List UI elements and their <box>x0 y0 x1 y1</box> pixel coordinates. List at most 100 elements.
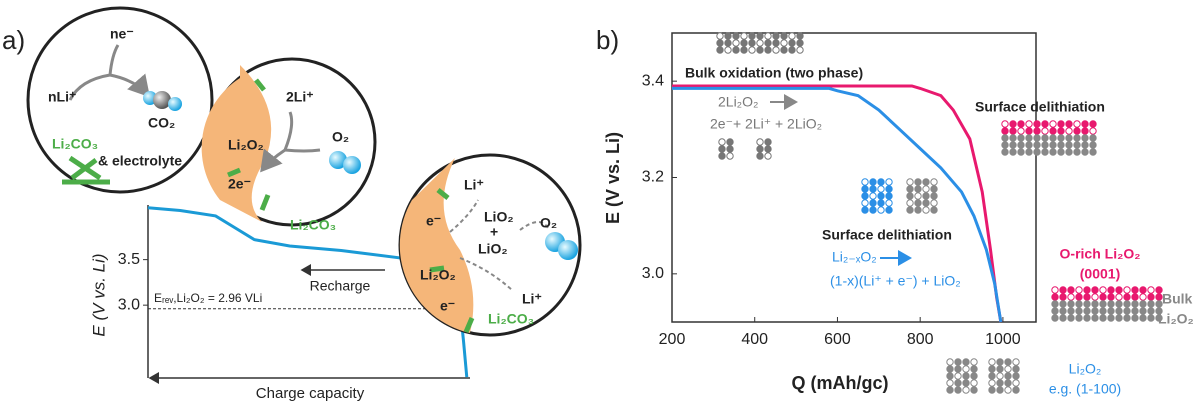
lattice-atom <box>789 40 795 46</box>
lattice-atom <box>1058 135 1064 141</box>
lattice-atom <box>1092 294 1098 300</box>
lattice-atom <box>1068 315 1074 321</box>
lattice-atom <box>915 193 921 199</box>
lattice-atom <box>1124 315 1130 321</box>
lattice-atom <box>870 193 876 199</box>
lattice-atom <box>1018 142 1024 148</box>
lattice-atom <box>1076 294 1082 300</box>
label: O₂ <box>540 215 557 231</box>
lattice-atom <box>1068 301 1074 307</box>
lattice-atom <box>931 179 937 185</box>
lattice-atom <box>955 387 961 393</box>
lattice-atom <box>733 40 739 46</box>
lattice-atom <box>717 47 723 53</box>
lattice-atom <box>1084 294 1090 300</box>
lattice-atom <box>1018 149 1024 155</box>
lattice-atom <box>797 33 803 39</box>
note: (1-x)(Li⁺ + e⁻) + LiO₂ <box>830 273 961 289</box>
lattice-atom <box>878 207 884 213</box>
lattice-atom <box>1005 387 1011 393</box>
lattice-atom <box>971 366 977 372</box>
lattice-atom <box>1084 308 1090 314</box>
lattice-atom <box>1074 142 1080 148</box>
lattice-atom <box>1124 287 1130 293</box>
lattice-atom <box>1116 301 1122 307</box>
lattice-atom <box>915 207 921 213</box>
lattice-atom <box>1076 301 1082 307</box>
lattice-atom <box>1140 301 1146 307</box>
lattice-atom <box>1005 380 1011 386</box>
lattice-atom <box>1140 294 1146 300</box>
lattice-atom <box>915 200 921 206</box>
lattice-atom <box>757 153 763 159</box>
lattice-atom <box>1066 149 1072 155</box>
lattice-atom <box>1132 315 1138 321</box>
lattice-atom <box>870 207 876 213</box>
lattice-atom <box>1026 149 1032 155</box>
lattice-atom <box>1034 149 1040 155</box>
lattice-atom <box>1140 308 1146 314</box>
lattice-atom <box>719 153 725 159</box>
note: Li₂O₂ <box>1158 311 1194 327</box>
lattice-atom <box>1058 128 1064 134</box>
lattice-atom <box>773 47 779 53</box>
lattice-atom <box>907 186 913 192</box>
lattice-atom <box>1013 366 1019 372</box>
lattice-atom <box>749 40 755 46</box>
lattice-atom <box>773 33 779 39</box>
lattice-atom <box>1068 294 1074 300</box>
lattice-atom <box>1058 121 1064 127</box>
lattice-atom <box>1084 315 1090 321</box>
lattice-atom <box>1156 287 1162 293</box>
note: Bulk <box>1162 291 1193 307</box>
lattice-atom <box>862 193 868 199</box>
x-axis-label: Q (mAh/gc) <box>792 373 889 393</box>
lattice-atom <box>947 380 953 386</box>
lattice-atom <box>781 47 787 53</box>
lattice-atom <box>1042 149 1048 155</box>
reaction-circle: 2Li⁺ Li₂O₂ O₂ 2e⁻ Li₂CO₃ <box>202 59 375 233</box>
lattice-atom <box>1090 142 1096 148</box>
note: 2e⁻+ 2Li⁺ + 2LiO₂ <box>710 116 822 132</box>
lattice-atom <box>1005 373 1011 379</box>
lattice-atom <box>963 387 969 393</box>
lattice-atom <box>1076 287 1082 293</box>
lattice-atom <box>878 200 884 206</box>
lattice-atom <box>1092 308 1098 314</box>
lattice-atom <box>1050 149 1056 155</box>
lattice-atom <box>789 47 795 53</box>
lattice-atom <box>1116 287 1122 293</box>
lattice-atom <box>1013 359 1019 365</box>
lattice-atom <box>1060 315 1066 321</box>
lattice-atom <box>886 207 892 213</box>
lattice-atom <box>1092 315 1098 321</box>
lattice-atom <box>757 40 763 46</box>
lattice-atom <box>1018 135 1024 141</box>
label: e⁻ <box>440 298 455 314</box>
lattice-atom <box>923 193 929 199</box>
lattice-atom <box>1124 294 1130 300</box>
lattice-atom <box>781 33 787 39</box>
lattice-atom <box>1034 135 1040 141</box>
lattice-atom <box>1124 301 1130 307</box>
lattice-atom <box>989 380 995 386</box>
lattice-atom <box>1074 149 1080 155</box>
lattice-atom <box>765 40 771 46</box>
lattice-atom <box>725 40 731 46</box>
lattice-atom <box>1058 142 1064 148</box>
note: Bulk oxidation (two phase) <box>685 65 863 81</box>
lattice-atom <box>781 40 787 46</box>
note: Li₂O₂ <box>1069 361 1102 377</box>
lattice-atom <box>1076 308 1082 314</box>
lattice-atom <box>947 359 953 365</box>
lattice-atom <box>1026 121 1032 127</box>
lattice-atom <box>1026 135 1032 141</box>
label: CO₂ <box>148 115 175 131</box>
x-tick-label: 800 <box>907 331 934 348</box>
x-tick-label: 200 <box>659 331 686 348</box>
lattice-atom <box>1042 135 1048 141</box>
label: Li⁺ <box>522 291 542 307</box>
lattice-atom <box>1148 308 1154 314</box>
lattice-atom <box>971 380 977 386</box>
